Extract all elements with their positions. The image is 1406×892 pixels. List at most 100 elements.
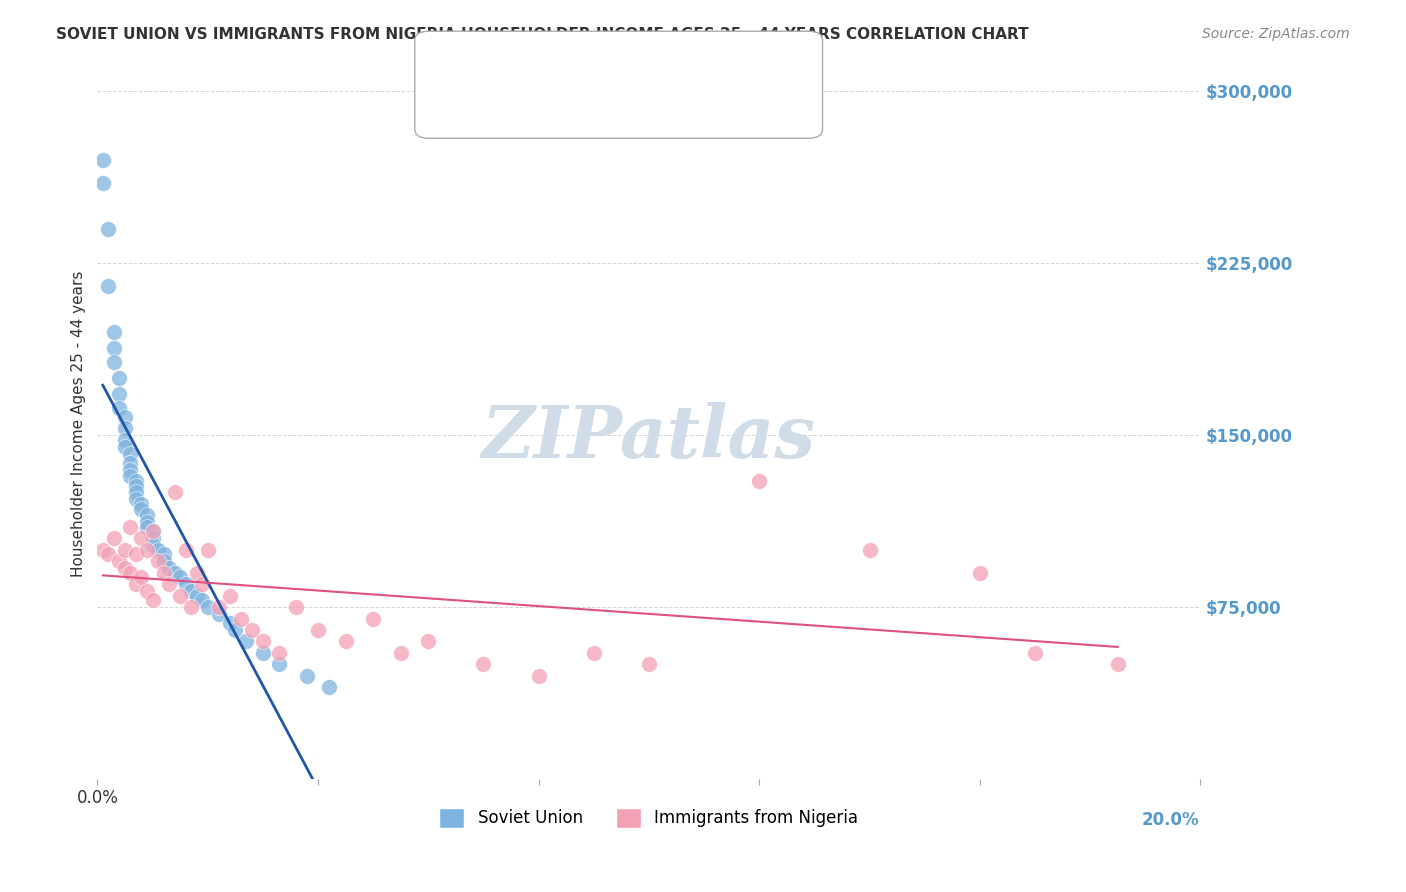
Point [141, 531, 163, 545]
Point [114, 409, 136, 424]
Point [186, 566, 208, 580]
Text: 20.0%: 20.0% [1142, 811, 1199, 829]
Text: ●: ● [444, 86, 461, 105]
Point [269, 657, 291, 672]
Point [157, 577, 180, 591]
Point [141, 538, 163, 552]
Point [229, 611, 252, 625]
Point [136, 542, 159, 557]
Point [307, 623, 329, 637]
Point [125, 478, 148, 492]
Point [1107, 657, 1129, 672]
Point [169, 570, 191, 584]
Point [103, 325, 125, 339]
Point [136, 520, 159, 534]
Point [180, 600, 202, 615]
Point [218, 589, 240, 603]
Point [152, 554, 174, 568]
Text: ZIPatlas: ZIPatlas [482, 402, 815, 474]
Point [1024, 646, 1046, 660]
Point [169, 589, 191, 603]
Text: ●: ● [444, 55, 461, 75]
Point [191, 577, 214, 591]
Point [472, 657, 495, 672]
Point [174, 577, 197, 591]
Point [335, 634, 357, 648]
Point [136, 515, 159, 529]
Point [131, 531, 153, 545]
Point [186, 589, 208, 603]
Point [318, 680, 340, 694]
Point [120, 462, 142, 476]
Point [120, 566, 142, 580]
Text: 49: 49 [560, 58, 581, 72]
Point [197, 600, 219, 615]
Point [91, 153, 114, 168]
Point [527, 669, 550, 683]
Point [120, 469, 142, 483]
Point [582, 646, 605, 660]
Point [284, 600, 307, 615]
Point [418, 634, 440, 648]
Point [969, 566, 991, 580]
Point [638, 657, 661, 672]
Point [208, 607, 231, 621]
Point [240, 623, 263, 637]
Point [108, 401, 131, 415]
Point [114, 433, 136, 447]
Text: R =  -0.112   N = 49: R = -0.112 N = 49 [471, 58, 626, 72]
Text: Source: ZipAtlas.com: Source: ZipAtlas.com [1202, 27, 1350, 41]
Point [748, 474, 770, 488]
Point [131, 497, 153, 511]
Point [125, 547, 148, 561]
Point [125, 492, 148, 507]
Point [114, 440, 136, 454]
Point [97, 279, 120, 293]
Point [157, 561, 180, 575]
Point [224, 623, 246, 637]
Point [91, 542, 114, 557]
Point [180, 584, 202, 599]
Point [131, 501, 153, 516]
Point [141, 593, 163, 607]
Point [91, 176, 114, 190]
Point [858, 542, 880, 557]
Point [120, 446, 142, 460]
Point [103, 355, 125, 369]
Point [108, 387, 131, 401]
Point [120, 520, 142, 534]
Point [208, 600, 231, 615]
Point [114, 561, 136, 575]
Y-axis label: Householder Income Ages 25 - 44 years: Householder Income Ages 25 - 44 years [72, 270, 86, 577]
Point [141, 524, 163, 539]
Point [146, 542, 169, 557]
Point [252, 634, 274, 648]
Point [361, 611, 384, 625]
Point [269, 646, 291, 660]
Point [235, 634, 257, 648]
Point [252, 646, 274, 660]
Point [114, 421, 136, 435]
Point [120, 456, 142, 470]
Point [125, 474, 148, 488]
Point [97, 547, 120, 561]
Text: 47: 47 [560, 88, 581, 103]
Point [163, 485, 186, 500]
Text: -0.112: -0.112 [503, 58, 558, 72]
Text: R =  -0.091   N = 47: R = -0.091 N = 47 [471, 88, 626, 103]
Point [103, 531, 125, 545]
Point [103, 341, 125, 355]
Point [163, 566, 186, 580]
Text: -0.091: -0.091 [503, 88, 558, 103]
Point [108, 371, 131, 385]
Point [152, 547, 174, 561]
Point [197, 542, 219, 557]
Point [174, 542, 197, 557]
Point [136, 584, 159, 599]
Point [114, 542, 136, 557]
Point [108, 554, 131, 568]
Legend: Soviet Union, Immigrants from Nigeria: Soviet Union, Immigrants from Nigeria [433, 801, 865, 835]
Point [125, 577, 148, 591]
Point [131, 570, 153, 584]
Point [136, 508, 159, 523]
